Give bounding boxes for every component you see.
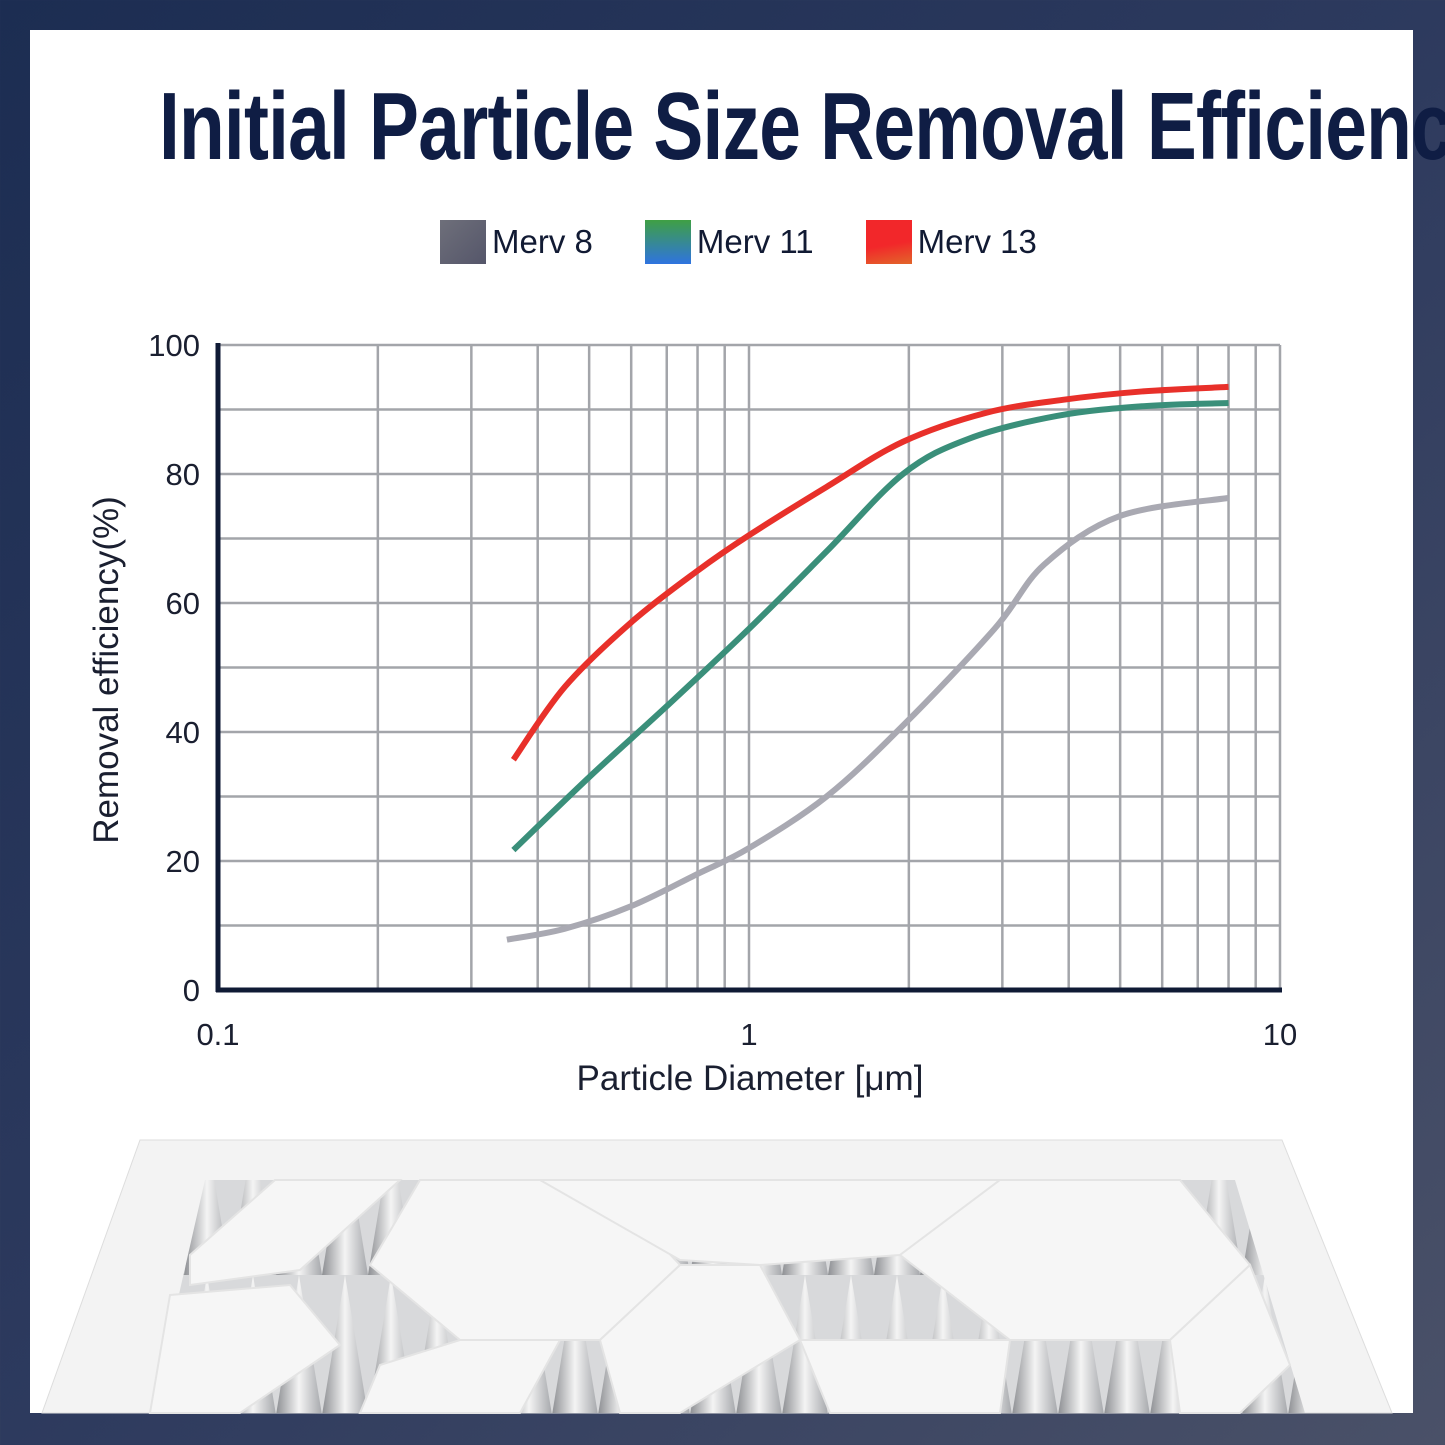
legend-item-merv-11: Merv 11	[644, 220, 814, 264]
legend-item-merv-8: Merv 8	[440, 220, 593, 264]
x-tick-labels: 0.1 1 10	[196, 1017, 1297, 1052]
legend-swatch-merv-13	[865, 220, 912, 264]
series-line-merv-11	[511, 400, 1229, 853]
y-tick-label: 0	[183, 973, 200, 1008]
legend: Merv 8 Merv 11 Merv 13	[440, 220, 1089, 264]
legend-label: Merv 8	[492, 223, 593, 260]
chart-title: Initial Particle Size Removal Efficiency	[158, 73, 1445, 180]
legend-label: Merv 13	[917, 223, 1037, 260]
series-line-merv-13	[510, 383, 1229, 762]
x-tick-label: 1	[740, 1017, 757, 1052]
y-tick-label: 80	[166, 457, 200, 492]
y-tick-label: 20	[166, 844, 200, 879]
y-tick-label: 60	[166, 586, 200, 621]
x-axis-label: Particle Diameter [μm]	[577, 1059, 924, 1098]
x-tick-label: 10	[1263, 1017, 1297, 1052]
legend-swatch-merv-8	[440, 220, 486, 264]
legend-label: Merv 11	[696, 223, 814, 260]
series-lines	[506, 383, 1230, 943]
chart-area: 0 20 40 60 80 100 0.1 1 10 Particle Diameter [μ…	[87, 328, 1297, 1098]
y-axis-label: Removal efficiency(%)	[87, 496, 126, 844]
x-tick-label: 0.1	[196, 1017, 239, 1052]
y-tick-label: 100	[148, 328, 200, 363]
legend-swatch-merv-11	[644, 220, 691, 264]
legend-item-merv-13: Merv 13	[865, 220, 1037, 264]
y-tick-labels: 0 20 40 60 80 100	[148, 328, 200, 1008]
air-filter-image	[41, 1139, 1393, 1414]
grid	[218, 343, 1282, 990]
series-line-merv-8	[506, 494, 1230, 943]
y-tick-label: 40	[166, 715, 200, 750]
